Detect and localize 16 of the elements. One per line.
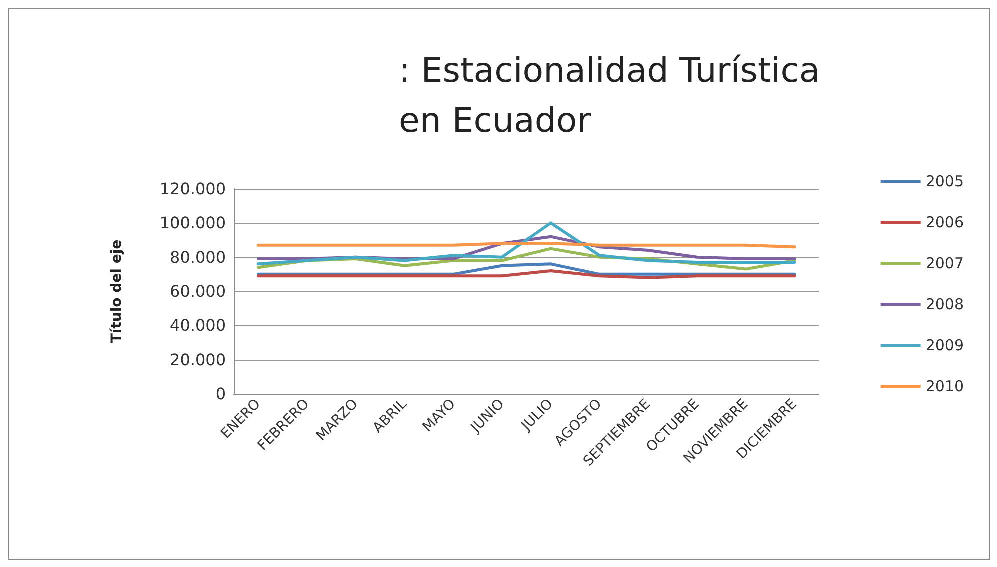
- legend-label: 2005: [926, 172, 964, 190]
- chart-title: : Estacionalidad Turística en Ecuador: [399, 51, 820, 141]
- legend-label: 2006: [926, 214, 964, 232]
- legend-label: 2008: [926, 296, 964, 314]
- legend-label: 2009: [926, 336, 964, 354]
- y-tick-label: 60.000: [170, 282, 226, 301]
- y-tick-label: 100.000: [160, 214, 226, 233]
- y-tick-label: 20.000: [170, 350, 226, 370]
- legend-label: 2010: [926, 378, 964, 396]
- y-tick-label: 80.000: [170, 248, 226, 267]
- y-axis-title: Título del eje: [109, 240, 125, 344]
- y-tick-label: 120.000: [160, 180, 226, 198]
- line-series: [256, 222, 796, 266]
- legend-label: 2007: [926, 254, 964, 272]
- y-tick-label: 0: [216, 384, 226, 404]
- y-tick-label: 40.000: [170, 316, 226, 336]
